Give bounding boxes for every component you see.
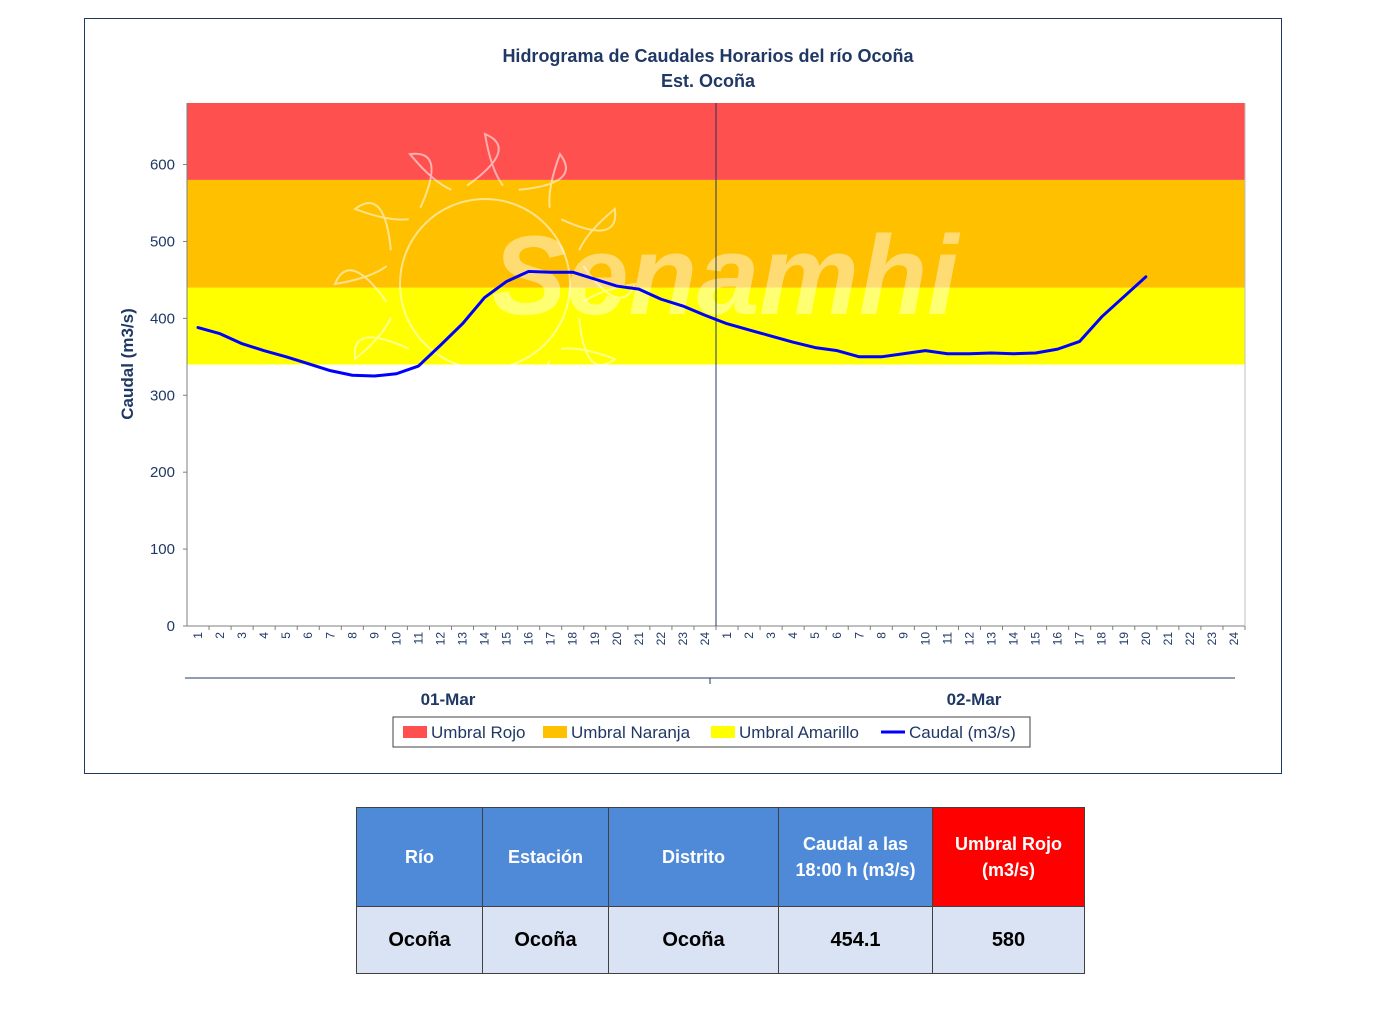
x-tick-label-45: 22: [1183, 632, 1197, 646]
x-tick-label-3: 4: [257, 632, 271, 639]
cell-caudal: 454.1: [778, 906, 933, 974]
x-tick-label-14: 15: [500, 632, 514, 646]
x-tick-label-5: 6: [301, 632, 315, 639]
x-tick-label-26: 3: [764, 632, 778, 639]
header-estacion: Estación: [482, 807, 609, 907]
x-tick-label-33: 10: [918, 632, 932, 646]
x-tick-label-17: 18: [566, 632, 580, 646]
header-rio: Río: [356, 807, 483, 907]
watermark-sun-icon: [333, 132, 637, 436]
day-label-0: 01-Mar: [421, 690, 476, 709]
y-tick-label-4: 400: [150, 310, 175, 327]
x-tick-label-39: 16: [1051, 632, 1065, 646]
legend-swatch-1: [543, 726, 567, 738]
chart-subtitle: Est. Ocoña: [661, 71, 756, 91]
x-tick-label-28: 5: [808, 632, 822, 639]
x-tick-label-34: 11: [940, 632, 954, 645]
x-tick-label-41: 18: [1095, 632, 1109, 646]
x-tick-label-10: 11: [411, 632, 425, 645]
y-tick-label-0: 0: [167, 618, 175, 635]
x-tick-label-4: 5: [279, 632, 293, 639]
x-tick-label-37: 14: [1007, 632, 1021, 646]
x-tick-label-25: 2: [742, 632, 756, 639]
series-line-0: [196, 269, 1148, 378]
y-axis-label: Caudal (m3/s): [118, 308, 137, 419]
x-tick-label-29: 6: [830, 632, 844, 639]
x-tick-label-46: 23: [1205, 632, 1219, 646]
x-tick-label-20: 21: [632, 632, 646, 646]
x-tick-label-44: 21: [1161, 632, 1175, 646]
x-tick-label-23: 24: [698, 632, 712, 646]
legend-swatch-0: [403, 726, 427, 738]
x-tick-label-8: 9: [367, 632, 381, 639]
y-tick-label-2: 200: [150, 464, 175, 481]
x-tick-label-1: 2: [213, 632, 227, 639]
legend-label-3: Caudal (m3/s): [909, 723, 1016, 742]
x-tick-label-11: 12: [433, 632, 447, 646]
table-header-row: Río Estación Distrito Caudal a las 18:00…: [356, 807, 1085, 907]
x-tick-label-7: 8: [345, 632, 359, 639]
x-tick-label-21: 22: [654, 632, 668, 646]
cell-umbral-rojo: 580: [932, 906, 1085, 974]
y-tick-label-5: 500: [150, 233, 175, 250]
x-tick-label-36: 13: [985, 632, 999, 646]
x-tick-label-42: 19: [1117, 632, 1131, 646]
header-caudal: Caudal a las 18:00 h (m3/s): [778, 807, 933, 907]
x-tick-label-18: 19: [588, 632, 602, 646]
header-umbral-rojo: Umbral Rojo (m3/s): [932, 807, 1085, 907]
x-tick-label-19: 20: [610, 632, 624, 646]
x-tick-label-47: 24: [1227, 632, 1241, 646]
x-tick-label-2: 3: [235, 632, 249, 639]
cell-estacion: Ocoña: [482, 906, 609, 974]
x-tick-label-22: 23: [676, 632, 690, 646]
cell-rio: Ocoña: [356, 906, 483, 974]
header-distrito: Distrito: [608, 807, 779, 907]
hydrograph-chart: Senamhi 0 100 200 300 400 500 600 1 2 3 4 5 6 7 8 9 10 11 1…: [84, 18, 1282, 774]
x-tick-label-24: 1: [720, 632, 734, 639]
x-tick-label-15: 16: [522, 632, 536, 646]
x-tick-label-13: 14: [478, 632, 492, 646]
x-tick-label-35: 12: [962, 632, 976, 646]
legend-label-0: Umbral Rojo: [431, 723, 525, 742]
y-tick-label-6: 600: [150, 157, 175, 174]
x-tick-label-38: 15: [1029, 632, 1043, 646]
x-tick-label-27: 4: [786, 632, 800, 639]
x-tick-label-40: 17: [1073, 632, 1087, 646]
x-tick-label-31: 8: [874, 632, 888, 639]
table-row: Ocoña Ocoña Ocoña 454.1 580: [356, 906, 1085, 974]
station-info-table: Río Estación Distrito Caudal a las 18:00…: [356, 807, 1085, 974]
x-tick-label-12: 13: [456, 632, 470, 646]
y-tick-label-1: 100: [150, 541, 175, 558]
x-tick-label-43: 20: [1139, 632, 1153, 646]
chart-title: Hidrograma de Caudales Horarios del río …: [502, 46, 914, 66]
x-tick-label-32: 9: [896, 632, 910, 639]
x-tick-label-9: 10: [389, 632, 403, 646]
legend-label-1: Umbral Naranja: [571, 723, 691, 742]
x-tick-label-30: 7: [852, 632, 866, 639]
legend-swatch-2: [711, 726, 735, 738]
y-tick-label-3: 300: [150, 387, 175, 404]
day-label-1: 02-Mar: [947, 690, 1002, 709]
cell-distrito: Ocoña: [608, 906, 779, 974]
x-tick-label-6: 7: [323, 632, 337, 639]
x-tick-label-0: 1: [191, 632, 205, 639]
x-tick-label-16: 17: [544, 632, 558, 646]
legend-label-2: Umbral Amarillo: [739, 723, 859, 742]
